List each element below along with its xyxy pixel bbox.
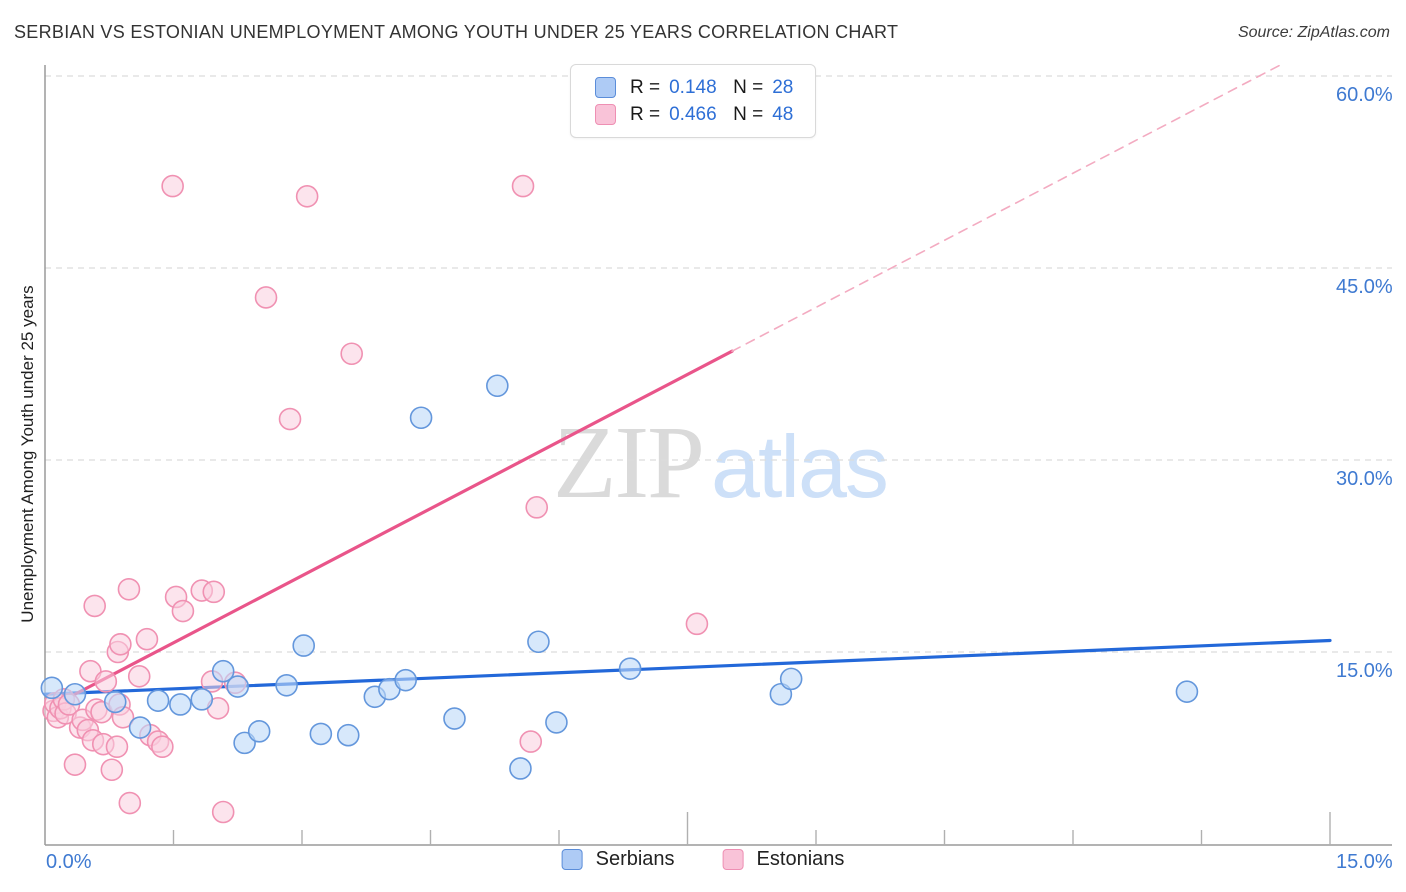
scatter-point-estonians xyxy=(685,612,709,636)
scatter-point-estonians xyxy=(278,407,302,431)
scatter-point-serbians xyxy=(394,668,417,692)
legend-label-serbians: Serbians xyxy=(595,848,675,870)
legend-label-estonians: Estonians xyxy=(756,848,845,870)
source-attribution: Source: ZipAtlas.com xyxy=(1237,24,1390,41)
scatter-point-serbians xyxy=(336,723,360,747)
y-tick-label-60: 60.0% xyxy=(1336,84,1393,106)
correlation-stats-legend: R = 0.148 N = 28 R = 0.466 N = 48 xyxy=(570,64,816,138)
scatter-point-estonians xyxy=(340,342,363,366)
scatter-point-estonians xyxy=(105,735,129,759)
trendline-serbians-solid xyxy=(43,638,1332,696)
series-legend: Serbians Estonians xyxy=(561,848,845,871)
scatter-point-serbians xyxy=(128,716,152,739)
scatter-point-estonians xyxy=(118,791,142,815)
scatter-point-estonians xyxy=(94,670,118,693)
estonians-swatch-icon xyxy=(722,849,744,870)
y-tick-label-30: 30.0% xyxy=(1336,468,1393,490)
y-tick-label-45: 45.0% xyxy=(1336,276,1393,298)
scatter-point-serbians xyxy=(275,673,298,697)
scatter-point-serbians xyxy=(409,406,433,430)
scatter-point-estonians xyxy=(100,758,124,782)
scatter-point-estonians xyxy=(79,659,102,683)
scatter-point-estonians xyxy=(254,286,278,309)
scatter-point-estonians xyxy=(83,594,106,618)
serbians-swatch-icon xyxy=(595,77,616,98)
scatter-point-estonians xyxy=(161,174,184,198)
scatter-point-serbians xyxy=(309,722,333,746)
scatter-point-serbians xyxy=(545,711,568,734)
scatter-point-serbians xyxy=(1175,680,1199,703)
scatter-point-serbians xyxy=(527,630,550,654)
r-value-serbians: 0.148 xyxy=(669,76,717,98)
scatter-point-serbians xyxy=(211,659,235,683)
scatter-point-serbians xyxy=(292,634,316,657)
scatter-point-estonians xyxy=(202,580,226,604)
scatter-point-estonians xyxy=(63,753,87,776)
r-value-estonians: 0.466 xyxy=(669,103,717,125)
trendline-estonians-solid xyxy=(73,349,734,696)
scatter-point-serbians xyxy=(486,374,509,398)
x-axis-min-label: 0.0% xyxy=(46,851,92,873)
scatter-point-serbians xyxy=(146,689,170,712)
legend-item-estonians: Estonians xyxy=(722,848,845,871)
y-tick-label-15: 15.0% xyxy=(1336,660,1393,682)
scatter-point-estonians xyxy=(171,599,195,623)
scatter-point-estonians xyxy=(525,496,549,519)
r-label: R = xyxy=(630,103,661,125)
r-label: R = xyxy=(630,76,661,98)
scatter-point-estonians xyxy=(295,185,319,208)
chart-title: SERBIAN VS ESTONIAN UNEMPLOYMENT AMONG Y… xyxy=(14,22,899,42)
n-label: N = xyxy=(733,103,764,125)
x-axis-max-label: 15.0% xyxy=(1336,851,1393,873)
n-value-estonians: 48 xyxy=(772,103,794,125)
scatter-point-estonians xyxy=(211,800,235,824)
scatter-point-serbians xyxy=(190,688,214,711)
trendline-estonians-dashed xyxy=(731,62,1285,353)
scatter-point-estonians xyxy=(127,665,151,688)
scatter-point-serbians xyxy=(443,707,466,730)
estonians-swatch-icon xyxy=(595,104,616,125)
stats-row-serbians: R = 0.148 N = 28 xyxy=(595,74,803,101)
scatter-point-serbians xyxy=(226,675,250,698)
scatter-point-serbians xyxy=(779,667,803,691)
scatter-point-estonians xyxy=(109,633,132,656)
stats-row-estonians: R = 0.466 N = 48 xyxy=(595,101,803,128)
scatter-point-estonians xyxy=(511,174,535,198)
scatter-point-serbians xyxy=(169,693,192,716)
scatter-point-serbians xyxy=(103,690,127,714)
scatter-point-estonians xyxy=(151,735,174,759)
scatter-point-estonians xyxy=(135,627,159,651)
legend-item-serbians: Serbians xyxy=(561,848,675,871)
scatter-point-serbians xyxy=(618,657,642,680)
serbians-swatch-icon xyxy=(561,849,583,870)
scatter-point-serbians xyxy=(40,676,64,700)
n-label: N = xyxy=(733,76,764,98)
scatter-point-serbians xyxy=(247,720,271,743)
scatter-point-estonians xyxy=(519,730,543,753)
scatter-point-serbians xyxy=(509,757,532,780)
scatter-point-serbians xyxy=(63,682,87,706)
scatter-point-estonians xyxy=(117,577,141,601)
n-value-serbians: 28 xyxy=(772,76,794,98)
